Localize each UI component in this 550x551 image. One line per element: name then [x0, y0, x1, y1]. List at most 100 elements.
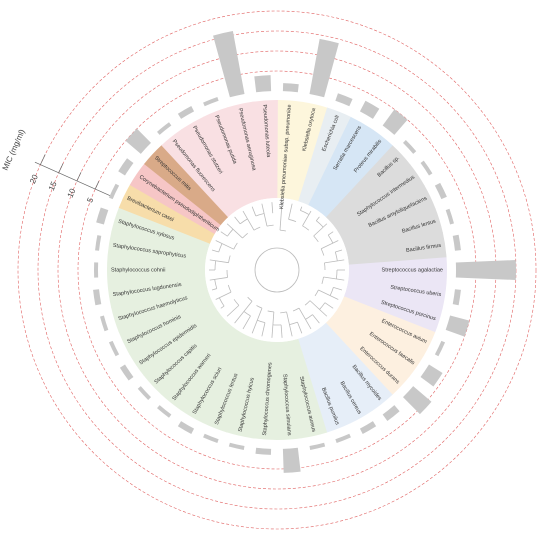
branch-arc [233, 299, 240, 306]
branch [211, 288, 217, 291]
sector [118, 295, 215, 355]
branch-arc [233, 242, 238, 250]
sector [203, 107, 257, 206]
sector [344, 207, 443, 255]
sector [107, 275, 207, 308]
branch [324, 259, 345, 264]
sector [277, 100, 304, 199]
category-label: Staphylococcus chromogenes [262, 362, 273, 436]
bar [177, 421, 195, 434]
branch-arc [292, 307, 300, 312]
branch [280, 324, 283, 338]
branch [309, 300, 328, 317]
branch-arc [266, 224, 274, 227]
branch [328, 231, 334, 236]
bar [157, 122, 172, 135]
branch [261, 203, 268, 227]
grid-ring [17, 10, 537, 530]
sector [181, 116, 247, 211]
sector [333, 164, 425, 235]
bar [95, 235, 102, 251]
bar [309, 38, 339, 98]
branch [312, 314, 320, 324]
bar [100, 315, 109, 332]
branch [323, 276, 345, 281]
sector [143, 314, 229, 395]
axis-tick [76, 172, 82, 182]
branch [335, 249, 343, 253]
bar [455, 259, 516, 281]
branch [234, 301, 253, 324]
sector [129, 163, 221, 234]
bar [382, 405, 400, 421]
bar [254, 75, 272, 93]
sector [251, 99, 278, 199]
branch [271, 202, 274, 214]
sector [307, 329, 373, 424]
branch [315, 216, 320, 221]
branch [215, 240, 234, 250]
branch [298, 307, 312, 330]
inner-disk [205, 198, 349, 342]
bar [108, 183, 120, 200]
branch [271, 311, 275, 338]
tree [209, 202, 345, 338]
category-label: Staphylococcus cohnii [111, 267, 165, 273]
branch-arc [321, 276, 324, 284]
bar [255, 447, 272, 455]
sectors [107, 99, 448, 440]
bar [420, 160, 433, 176]
branch-arc [242, 232, 248, 239]
bar [118, 158, 134, 176]
sector [107, 256, 206, 283]
bar [94, 262, 99, 278]
branch-arc [320, 248, 325, 256]
bar [157, 405, 172, 418]
branch [209, 259, 229, 264]
branch-arc [280, 311, 287, 314]
sector [111, 285, 210, 333]
category-label: Pseudomonas luteola [261, 104, 271, 158]
bar [93, 289, 102, 306]
branch [251, 308, 263, 334]
branch-arc [253, 226, 261, 231]
branch [288, 203, 293, 220]
sector [308, 116, 374, 211]
axis-tick-label: 20 [28, 173, 40, 185]
branch [226, 223, 243, 239]
category-label: Staphylococcus simulans [281, 374, 292, 436]
bar [403, 386, 432, 415]
axis-tick [94, 181, 100, 190]
axis-label: MIC (mg/ml) [1, 128, 27, 172]
branch [320, 240, 339, 250]
sector [317, 129, 394, 218]
bar [282, 83, 299, 93]
sector [118, 184, 215, 244]
bar [177, 106, 195, 119]
branch [286, 311, 293, 337]
branch [242, 210, 255, 231]
sector [202, 334, 256, 433]
branch [211, 249, 219, 253]
sector [339, 185, 436, 245]
axis-tick-label: 10 [66, 187, 78, 199]
branch [234, 216, 241, 225]
branch [333, 287, 343, 291]
bar [452, 234, 461, 251]
branch [209, 277, 228, 281]
branch-arc [314, 289, 319, 297]
branch [297, 321, 303, 334]
branch [220, 305, 225, 309]
axis-tick [58, 163, 64, 173]
sector [343, 286, 443, 333]
sector [325, 314, 410, 396]
axis-tick-label: 5 [85, 196, 95, 204]
bar [108, 340, 120, 357]
branch-arc [279, 229, 286, 232]
branch-arc [313, 235, 319, 243]
sector [348, 257, 448, 284]
branch-arc [226, 269, 228, 278]
sector [298, 107, 352, 206]
branch-arc [228, 255, 231, 263]
